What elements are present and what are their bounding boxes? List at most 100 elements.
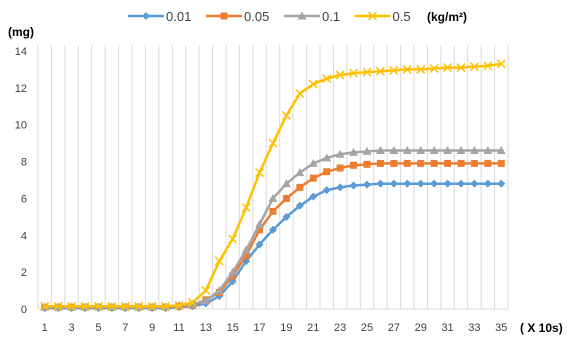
data-point bbox=[443, 63, 453, 73]
data-point bbox=[147, 301, 157, 311]
data-point bbox=[444, 159, 452, 167]
data-point bbox=[429, 146, 439, 155]
x-tick-label: 29 bbox=[415, 322, 427, 334]
data-point bbox=[416, 179, 425, 188]
data-point bbox=[256, 226, 264, 234]
data-point bbox=[496, 146, 506, 155]
data-point bbox=[255, 240, 264, 249]
data-point bbox=[214, 256, 224, 266]
data-point bbox=[496, 59, 506, 69]
data-point bbox=[457, 179, 465, 188]
x-tick-label: 23 bbox=[334, 322, 346, 334]
data-point bbox=[336, 164, 344, 172]
data-point bbox=[389, 65, 399, 75]
gridlines bbox=[37, 45, 509, 309]
x-tick-label: 1 bbox=[42, 322, 48, 334]
data-point bbox=[375, 146, 385, 155]
y-tick-label: 14 bbox=[15, 46, 27, 58]
data-point bbox=[363, 160, 371, 168]
data-point bbox=[201, 286, 211, 296]
x-tick-label: 27 bbox=[388, 322, 400, 334]
data-point bbox=[93, 301, 103, 311]
x-tick-label: 17 bbox=[253, 322, 265, 334]
data-point bbox=[323, 168, 331, 176]
legend: 0.01 0.05 0.1 0.5 (kg/m²) bbox=[128, 9, 467, 24]
data-point bbox=[308, 158, 318, 167]
x-tick-label: 7 bbox=[122, 322, 128, 334]
data-point bbox=[430, 179, 439, 188]
data-point bbox=[363, 180, 371, 189]
data-point bbox=[456, 63, 466, 73]
data-point bbox=[483, 146, 493, 155]
x-tick-label: 31 bbox=[441, 322, 453, 334]
data-point bbox=[282, 194, 290, 202]
data-point bbox=[336, 183, 345, 192]
x-tick-label: 3 bbox=[69, 322, 75, 334]
data-point bbox=[229, 272, 237, 280]
data-point bbox=[281, 110, 291, 121]
series-line bbox=[44, 182, 502, 310]
y-tick-label: 12 bbox=[15, 83, 27, 95]
legend-label: 0.5 bbox=[393, 9, 411, 24]
data-point bbox=[389, 179, 398, 188]
x-tick-label: 11 bbox=[173, 322, 184, 334]
y-tick-label: 10 bbox=[15, 120, 27, 132]
x-axis-label: ( X 10s) bbox=[520, 321, 563, 335]
data-point bbox=[430, 159, 438, 167]
y-tick-label: 4 bbox=[21, 230, 27, 242]
data-point bbox=[350, 161, 358, 169]
data-point bbox=[389, 146, 399, 155]
x-tick-label: 19 bbox=[280, 322, 292, 334]
data-point bbox=[107, 301, 117, 311]
data-point bbox=[390, 159, 398, 167]
data-point bbox=[242, 252, 250, 260]
x-tick-label: 9 bbox=[149, 322, 155, 334]
data-point bbox=[309, 192, 318, 201]
legend-item: 0.05 bbox=[206, 9, 269, 24]
data-point bbox=[335, 149, 345, 158]
series-0.5 bbox=[40, 59, 506, 311]
data-point bbox=[429, 63, 439, 74]
legend-marker bbox=[220, 12, 228, 20]
legend-item: 0.01 bbox=[128, 9, 191, 24]
data-point bbox=[214, 286, 224, 295]
data-point bbox=[134, 301, 144, 311]
data-point bbox=[402, 146, 412, 155]
data-point bbox=[322, 74, 332, 84]
data-point bbox=[416, 64, 426, 74]
data-point bbox=[403, 179, 412, 188]
data-point bbox=[241, 245, 251, 254]
data-point bbox=[376, 159, 384, 167]
x-tick-label: 35 bbox=[495, 322, 507, 334]
data-point bbox=[483, 179, 492, 188]
data-point bbox=[322, 153, 332, 162]
data-point bbox=[295, 201, 304, 210]
data-point bbox=[268, 193, 278, 202]
data-point bbox=[349, 68, 359, 78]
data-point bbox=[457, 159, 465, 167]
y-tick-label: 8 bbox=[21, 157, 27, 169]
x-tick-label: 33 bbox=[468, 322, 480, 334]
data-point bbox=[497, 179, 506, 188]
legend-marker bbox=[367, 11, 378, 21]
data-point bbox=[497, 159, 505, 167]
data-point bbox=[269, 207, 277, 215]
data-point bbox=[417, 159, 425, 167]
data-point bbox=[308, 79, 318, 89]
legend-marker bbox=[297, 11, 307, 20]
legend-unit: (kg/m²) bbox=[427, 10, 467, 24]
x-tick-label: 15 bbox=[227, 322, 239, 334]
data-point bbox=[228, 234, 238, 244]
y-tick-label: 2 bbox=[21, 267, 27, 279]
data-point bbox=[255, 219, 265, 228]
data-point bbox=[295, 168, 305, 177]
legend-label: 0.1 bbox=[322, 9, 340, 24]
legend-label: 0.01 bbox=[166, 9, 191, 24]
data-point bbox=[469, 62, 479, 72]
y-axis-ticks: 0 2 4 6 8 10 12 14 bbox=[15, 46, 27, 316]
data-point bbox=[484, 159, 492, 167]
data-point bbox=[402, 64, 412, 74]
series-group bbox=[40, 59, 506, 313]
x-tick-label: 13 bbox=[200, 322, 212, 334]
